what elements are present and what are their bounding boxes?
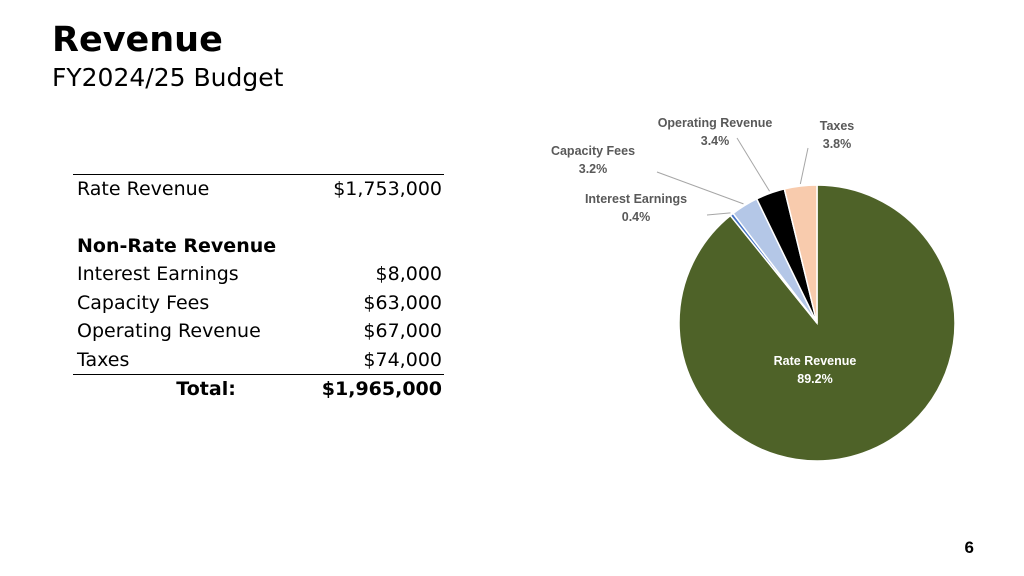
leader-line [736, 137, 771, 192]
table-row: Interest Earnings $8,000 [73, 260, 444, 288]
row-label: Operating Revenue [77, 320, 261, 343]
total-amount: $1,965,000 [295, 373, 444, 404]
table-spacer-row [73, 203, 444, 231]
leader-line [656, 171, 744, 205]
slice-percent-label: 3.2% [579, 162, 608, 176]
slice-percent-label: 3.4% [701, 134, 730, 148]
row-amount: $1,753,000 [295, 174, 444, 204]
revenue-table: Rate Revenue $1,753,000 Non-Rate Revenue… [73, 174, 444, 404]
total-label: Total: [73, 373, 296, 404]
row-amount: $67,000 [363, 320, 442, 343]
table-row: Operating Revenue $67,000 [73, 317, 444, 345]
row-label: Rate Revenue [73, 174, 296, 204]
page-number: 6 [964, 538, 974, 557]
non-rate-heading: Non-Rate Revenue [77, 234, 277, 257]
slice-percent-label: 89.2% [797, 372, 832, 386]
table-row: Taxes $74,000 [73, 345, 444, 374]
row-label: Capacity Fees [77, 291, 210, 314]
revenue-pie-chart: Rate Revenue 89.2% Interest Earnings 0.4% Ca… [551, 116, 956, 462]
row-label: Taxes [77, 348, 130, 371]
row-amount: $74,000 [363, 348, 442, 371]
slice-name-label: Taxes [820, 119, 855, 133]
table-row-total: Total: $1,965,000 [73, 373, 444, 404]
slice-percent-label: 3.8% [823, 137, 852, 151]
slice-name-label: Interest Earnings [585, 192, 687, 206]
slice-name-label: Operating Revenue [658, 116, 773, 130]
slice-percent-label: 0.4% [622, 210, 651, 224]
row-amount: $8,000 [375, 263, 442, 286]
slice-name-label: Capacity Fees [551, 144, 635, 158]
slice-name-label: Rate Revenue [774, 354, 857, 368]
row-amount: $63,000 [363, 291, 442, 314]
table-row-rate-revenue: Rate Revenue $1,753,000 [73, 174, 444, 204]
row-label: Interest Earnings [77, 263, 239, 286]
page-subtitle: FY2024/25 Budget [52, 63, 284, 92]
leader-line [799, 147, 809, 185]
page-title: Revenue [52, 20, 223, 60]
table-row-non-rate-heading: Non-Rate Revenue [73, 232, 444, 260]
table-row: Capacity Fees $63,000 [73, 289, 444, 317]
leader-line [706, 212, 731, 216]
pie-slice-taxes [783, 184, 818, 324]
